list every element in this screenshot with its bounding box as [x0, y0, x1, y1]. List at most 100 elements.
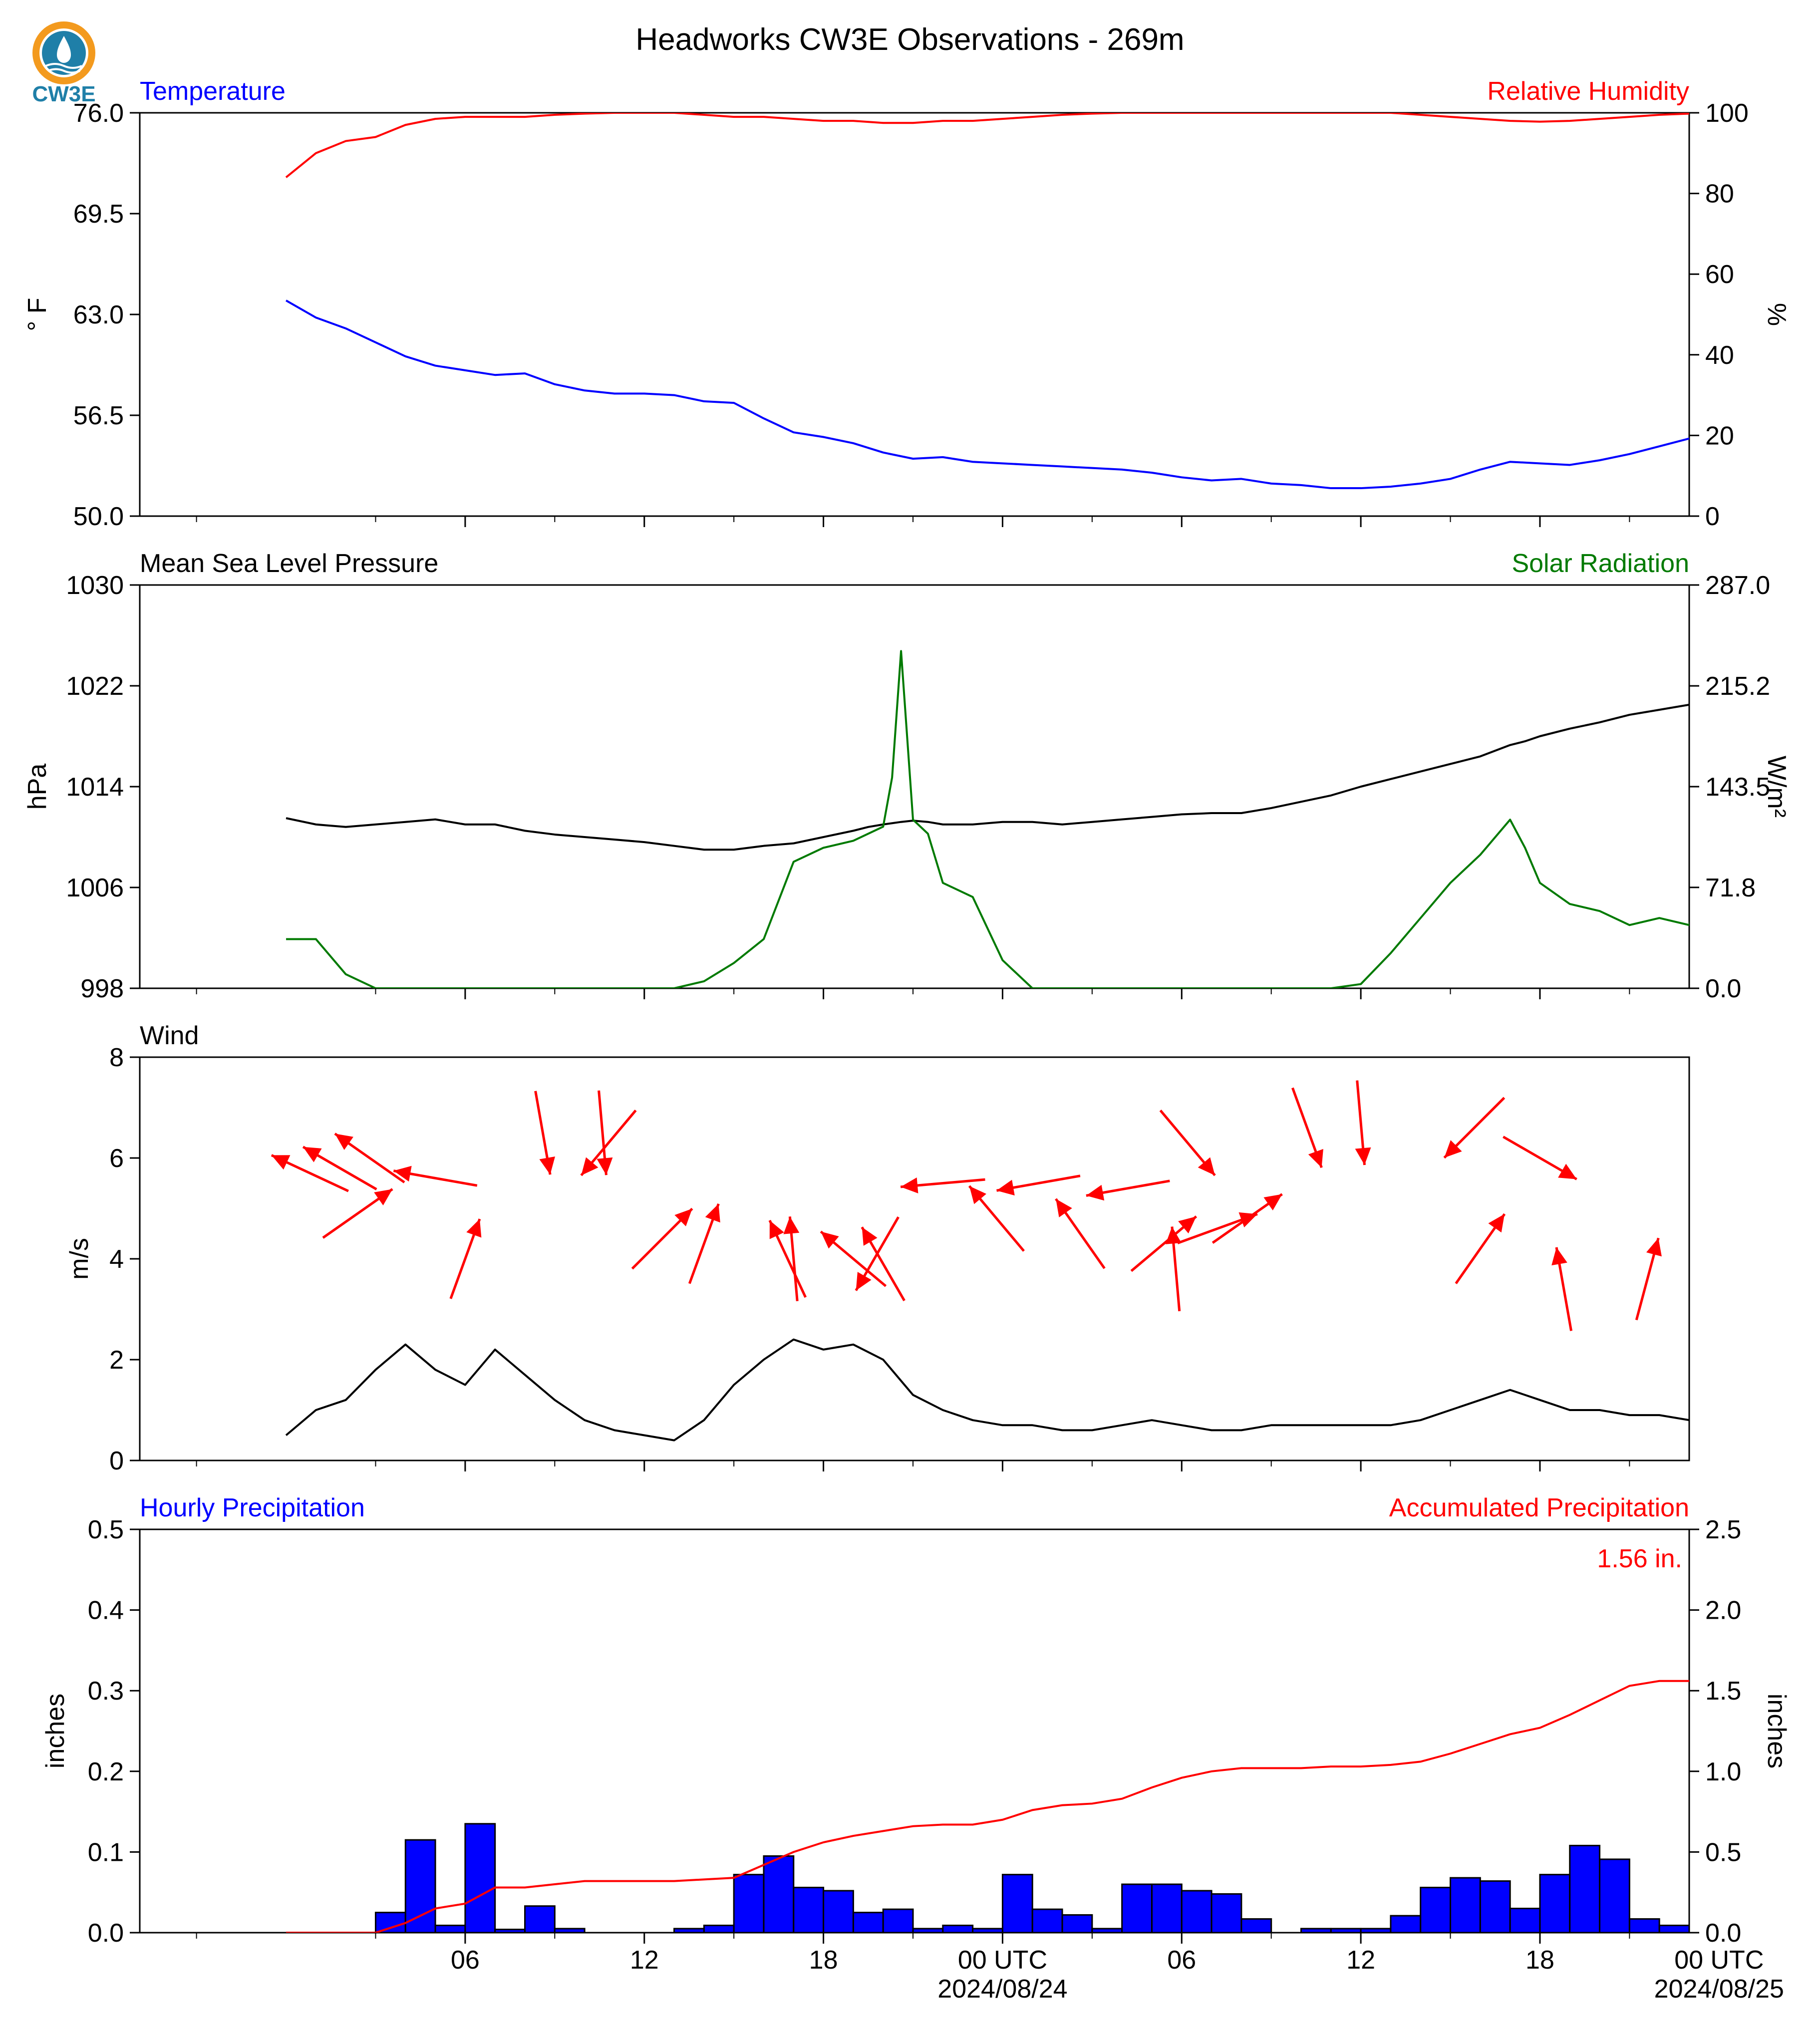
y-right-tick-label: 1.5	[1705, 1677, 1741, 1706]
y-left-tick-label: 63.0	[73, 300, 124, 329]
y-left-tick-label: 8	[109, 1043, 124, 1072]
y-right-tick-label: 71.8	[1705, 873, 1756, 902]
precip-bar	[1031, 1908, 1063, 1933]
wind-arrow-head	[539, 1156, 556, 1175]
precip-bar	[1509, 1908, 1541, 1933]
precip-bar	[524, 1905, 556, 1933]
precip-bar	[494, 1929, 526, 1933]
y-axis-title-left: m/s	[65, 1238, 94, 1280]
precip-bar	[1181, 1890, 1213, 1933]
x-tick-label: 00 UTC	[958, 1946, 1047, 1975]
y-axis-title-right: W/m²	[1762, 756, 1791, 818]
precip-bar	[1569, 1844, 1601, 1933]
wind-arrow-head	[1086, 1184, 1105, 1201]
series-mean-sea-level-pressure	[286, 703, 1689, 851]
wind-arrows	[271, 1080, 1662, 1331]
panel-right-label: Solar Radiation	[1512, 549, 1689, 578]
precip-bar	[942, 1924, 974, 1933]
plot-frame	[139, 1528, 1690, 1934]
wind-arrow-head	[862, 1227, 878, 1246]
wind-arrow-head	[1355, 1147, 1371, 1165]
plot-frame	[139, 112, 1690, 517]
y-left-tick-label: 6	[109, 1144, 124, 1173]
series-temperature	[286, 299, 1689, 490]
wind-arrow-head	[1444, 1140, 1462, 1158]
precip-bar	[1151, 1883, 1183, 1933]
precip-bar	[823, 1890, 854, 1933]
plot-area	[271, 1080, 1689, 1442]
y-right-tick-label: 40	[1705, 341, 1734, 370]
y-left-tick-label: 76.0	[73, 99, 124, 128]
precip-bar	[1121, 1883, 1153, 1933]
y-right-tick-label: 80	[1705, 180, 1734, 209]
y-axis-title-right: %	[1762, 303, 1791, 326]
panel-left-label: Mean Sea Level Pressure	[140, 549, 438, 578]
wind-arrow-head	[674, 1208, 692, 1226]
y-axis-title-right: inches	[1762, 1694, 1791, 1768]
y-right-tick-label: 2.5	[1705, 1515, 1741, 1544]
precip-bar	[1420, 1887, 1452, 1933]
precip-bar	[404, 1839, 436, 1933]
x-tick-label: 12	[630, 1946, 659, 1975]
precip-bar	[1211, 1893, 1242, 1933]
wind-arrow-head	[856, 1272, 872, 1291]
wind-arrow-head	[393, 1165, 412, 1182]
wind-arrow-head	[705, 1203, 720, 1223]
y-left-tick-label: 0.0	[88, 1919, 124, 1948]
wind-arrow-head	[1165, 1226, 1182, 1244]
y-axis-title-left: hPa	[23, 764, 52, 810]
precip-bar	[1001, 1874, 1033, 1933]
y-right-tick-label: 215.2	[1705, 672, 1770, 701]
precip-bar	[703, 1924, 735, 1933]
wind-arrow-head	[597, 1157, 613, 1175]
cw3e-logo: CW3E	[29, 18, 99, 108]
plot-frame	[139, 584, 1690, 989]
wind-arrow-head	[783, 1216, 800, 1234]
wind-arrow-head	[769, 1220, 784, 1239]
wind-arrow-head	[1263, 1194, 1282, 1211]
wind-arrow-head	[969, 1186, 986, 1204]
precip-bar	[1330, 1928, 1362, 1933]
panel-right-label: Accumulated Precipitation	[1389, 1493, 1689, 1522]
y-left-tick-label: 1030	[66, 571, 124, 600]
logo-text: CW3E	[32, 82, 96, 106]
x-date-label: 2024/08/24	[937, 1975, 1067, 2004]
y-right-tick-label: 0	[1705, 502, 1720, 531]
precip-bar	[1658, 1924, 1689, 1933]
wind-arrow-head	[374, 1189, 393, 1205]
x-tick-label: 18	[809, 1946, 838, 1975]
logo-drop-icon	[57, 36, 71, 63]
precip-bar	[1360, 1928, 1392, 1933]
wind-arrow-head	[1178, 1216, 1197, 1234]
precip-bar	[763, 1855, 795, 1933]
precip-bar	[554, 1928, 586, 1933]
x-date-label: 2024/08/25	[1654, 1975, 1784, 2004]
precip-bar	[434, 1924, 466, 1933]
wind-arrow-head	[303, 1147, 322, 1162]
precip-bar	[1599, 1858, 1630, 1933]
plot-frame	[139, 1056, 1690, 1461]
x-tick-label: 00 UTC	[1674, 1946, 1764, 1975]
y-left-tick-label: 69.5	[73, 200, 124, 229]
plot-area	[286, 1680, 1689, 1933]
wind-arrow-head	[334, 1134, 353, 1150]
precip-bar	[1450, 1877, 1481, 1933]
precip-bar	[1061, 1914, 1093, 1933]
y-right-tick-label: 100	[1705, 99, 1749, 128]
y-right-tick-label: 287.0	[1705, 571, 1770, 600]
x-tick-label: 06	[1167, 1946, 1196, 1975]
wind-arrow-head	[1488, 1214, 1505, 1233]
figure-title: Headworks CW3E Observations - 269m	[635, 22, 1184, 57]
series-accumulated-precipitation	[286, 1680, 1689, 1933]
x-tick-label: 18	[1525, 1946, 1554, 1975]
panel-precipitation: 0.0 0.1 0.2 0.3 0.4 0.5 0.0 0.5 1.0 1.5 2.0 2.5 Hour…	[41, 1493, 1791, 1948]
wind-arrow-head	[466, 1219, 482, 1238]
y-right-tick-label: 1.0	[1705, 1757, 1741, 1786]
y-left-tick-label: 0.1	[88, 1838, 124, 1867]
y-left-tick-label: 50.0	[73, 502, 124, 531]
plot-area	[285, 113, 1689, 490]
y-left-tick-label: 0.4	[88, 1596, 124, 1625]
series-wind-speed	[285, 1338, 1689, 1442]
y-left-tick-label: 1022	[66, 672, 124, 701]
